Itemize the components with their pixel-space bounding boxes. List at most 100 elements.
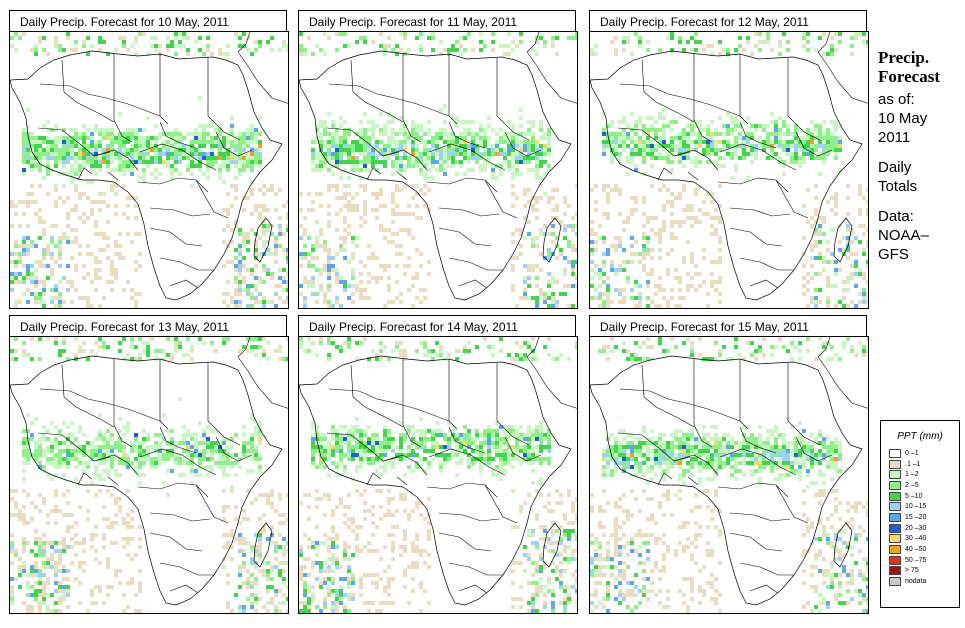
precip-cell bbox=[610, 244, 614, 248]
precip-cell bbox=[650, 116, 654, 120]
precip-cell bbox=[218, 148, 222, 152]
precip-cell bbox=[118, 132, 122, 136]
precip-cell bbox=[30, 152, 34, 156]
precip-cell bbox=[399, 156, 403, 160]
country-border bbox=[93, 149, 139, 171]
precip-cell bbox=[547, 284, 551, 288]
precip-cell bbox=[38, 569, 42, 573]
precip-cell bbox=[531, 240, 535, 244]
precip-cell bbox=[503, 52, 507, 56]
precip-cell bbox=[62, 577, 66, 581]
precip-cell bbox=[18, 244, 22, 248]
precip-cell bbox=[86, 152, 90, 156]
precip-cell bbox=[74, 353, 78, 357]
precip-cell bbox=[319, 461, 323, 465]
precip-cell bbox=[351, 429, 355, 433]
precip-cell bbox=[411, 469, 415, 473]
precip-cell bbox=[126, 421, 130, 425]
precip-cell bbox=[46, 461, 50, 465]
precip-cell bbox=[822, 152, 826, 156]
precip-cell bbox=[359, 341, 363, 345]
precip-cell bbox=[166, 493, 170, 497]
precip-cell bbox=[178, 473, 182, 477]
precip-cell bbox=[335, 212, 339, 216]
precip-cell bbox=[138, 581, 142, 585]
precip-cell bbox=[511, 284, 515, 288]
precip-cell bbox=[503, 160, 507, 164]
precip-cell bbox=[483, 148, 487, 152]
precip-cell bbox=[610, 268, 614, 272]
precip-cell bbox=[503, 132, 507, 136]
precip-cell bbox=[818, 152, 822, 156]
precip-cell bbox=[335, 268, 339, 272]
precip-cell bbox=[170, 44, 174, 48]
precip-cell bbox=[254, 248, 258, 252]
precip-cell bbox=[274, 192, 278, 196]
precip-cell bbox=[678, 136, 682, 140]
precip-cell bbox=[383, 132, 387, 136]
precip-cell bbox=[395, 156, 399, 160]
precip-cell bbox=[58, 441, 62, 445]
precip-cell bbox=[822, 132, 826, 136]
precip-cell bbox=[198, 152, 202, 156]
precip-cell bbox=[138, 148, 142, 152]
precip-cell bbox=[202, 152, 206, 156]
precip-cell bbox=[323, 300, 327, 304]
precip-cell bbox=[206, 445, 210, 449]
precip-cell bbox=[66, 32, 70, 36]
precip-cell bbox=[58, 248, 62, 252]
precip-cell bbox=[14, 553, 18, 557]
precip-cell bbox=[351, 449, 355, 453]
precip-cell bbox=[694, 264, 698, 268]
precip-cell bbox=[186, 453, 190, 457]
precip-cell bbox=[638, 116, 642, 120]
precip-cell bbox=[18, 569, 22, 573]
precip-cell bbox=[822, 136, 826, 140]
precip-cell bbox=[479, 144, 483, 148]
precip-cell bbox=[331, 445, 335, 449]
precip-cell bbox=[523, 501, 527, 505]
precip-cell bbox=[539, 477, 543, 481]
precip-cell bbox=[54, 188, 58, 192]
precip-cell bbox=[174, 140, 178, 144]
precip-cell bbox=[746, 136, 750, 140]
precip-cell bbox=[234, 433, 238, 437]
precip-cell bbox=[299, 292, 303, 296]
precip-cell bbox=[455, 40, 459, 44]
precip-cell bbox=[511, 124, 515, 128]
precip-cell bbox=[515, 445, 519, 449]
precip-cell bbox=[842, 308, 846, 309]
precip-cell bbox=[383, 52, 387, 56]
precip-cell bbox=[459, 449, 463, 453]
precip-cell bbox=[610, 308, 614, 309]
precip-cell bbox=[222, 164, 226, 168]
precip-cell bbox=[563, 256, 567, 260]
precip-cell bbox=[515, 160, 519, 164]
precip-cell bbox=[114, 521, 118, 525]
precip-cell bbox=[351, 268, 355, 272]
precip-cell bbox=[806, 40, 810, 44]
precip-cell bbox=[487, 449, 491, 453]
precip-cell bbox=[467, 453, 471, 457]
precip-cell bbox=[830, 48, 834, 52]
precip-cell bbox=[234, 164, 238, 168]
precip-cell bbox=[138, 481, 142, 485]
precip-cell bbox=[347, 200, 351, 204]
precip-cell bbox=[511, 489, 515, 493]
precip-cell bbox=[634, 284, 638, 288]
precip-cell bbox=[206, 48, 210, 52]
precip-cell bbox=[674, 304, 678, 308]
precip-cell bbox=[262, 208, 266, 212]
precip-cell bbox=[614, 152, 618, 156]
precip-cell bbox=[351, 300, 355, 304]
precip-cell bbox=[339, 276, 343, 280]
precip-cell bbox=[515, 256, 519, 260]
precip-cell bbox=[106, 525, 110, 529]
precip-cell bbox=[246, 132, 250, 136]
precip-cell bbox=[391, 128, 395, 132]
precip-cell bbox=[174, 349, 178, 353]
precip-cell bbox=[299, 264, 303, 268]
precip-cell bbox=[42, 581, 46, 585]
precip-cell bbox=[467, 429, 471, 433]
precip-cell bbox=[399, 433, 403, 437]
